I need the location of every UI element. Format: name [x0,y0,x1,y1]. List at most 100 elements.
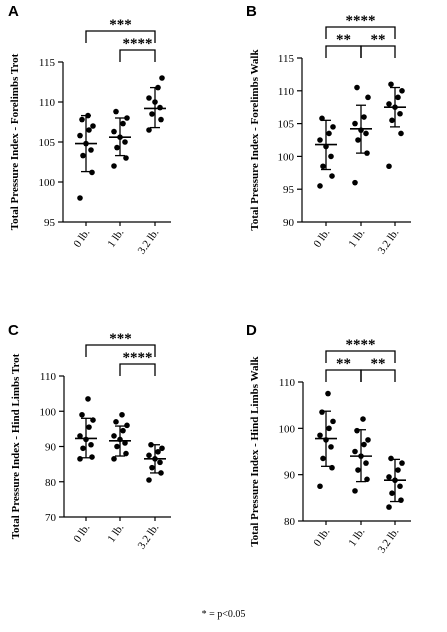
panel-b-y-axis-title: Total Pressure Index - Forelimbs Walk [249,49,261,231]
panel-d-chart: D 80 90 100 110 Total Pressure Index - Hind L… [246,322,411,556]
panel-d-data-point [325,390,331,397]
panel-b-data-point [389,117,395,124]
panel-d-y-axis-title: Total Pressure Index - Hind Limbs Walk [249,355,261,546]
panel-b-y-tick-label: 110 [278,86,295,98]
panel-d-data-point [354,427,360,434]
panel-a-data-point [122,139,128,145]
panel-b-significance-stars: **** [346,13,376,29]
panel-c-x-tick-label: 0 lb. [71,522,92,545]
panel-c-data-point [123,450,129,457]
panel-a-x-tick-label: 1 lb. [105,227,126,250]
panel-b-data-point [398,130,404,137]
panel-a-x-tick-label: 0 lb. [71,227,92,250]
panel-c-y-tick-label: 70 [45,512,57,524]
panel-a-data-point [157,104,163,111]
panel-d-x-tick-label: 3.2 lb. [376,526,402,556]
panel-d-significance-bracket [360,369,396,382]
panel-a-x-tick-label: 3.2 lb. [136,227,162,257]
panel-b-data-point [330,124,336,130]
panel-d-y-tick-label: 80 [284,516,296,528]
panel-b-data-point [352,120,358,127]
panel-c-y-axis-title: Total Pressure Index - Hind Limbs Trot [10,353,22,539]
panel-d-data-point [352,448,358,455]
panel-a-data-point [77,195,83,201]
panel-c-chart: C 70 80 90 100 110 Total Pressure Index - Hind… [8,322,171,552]
panel-d-data-point [389,490,395,497]
panel-c-x-tick-label: 1 lb. [105,522,126,545]
panel-a-data-point [114,144,120,151]
panel-b-significance-stars: ** [371,32,386,48]
panel-c-data-point [85,396,91,402]
panel-c-data-point [157,459,163,466]
panel-a-y-tick-label: 105 [39,137,56,149]
panel-b-significance-stars: ** [336,32,351,48]
panel-a-data-point [158,116,164,123]
panel-d-data-point [388,455,394,462]
panel-a-data-point [146,127,152,133]
panel-a-data-point [111,163,117,169]
panel-d-x-tick-label: 0 lb. [311,526,332,549]
panel-b-chart: B 90 95 100 105 110 115 Total Pressure Index - … [246,3,411,257]
panel-a-data-point [146,95,152,101]
panel-d-significance-stars: ** [336,356,351,372]
panel-c-data-point [77,433,83,439]
panel-a-data-point [124,115,130,121]
panel-c-y-tick-label: 110 [40,371,57,383]
panel-c-y-tick-label: 100 [40,406,57,418]
panel-d-letter: D [246,322,257,339]
panel-c-data-point [146,452,152,459]
panel-a-y-tick-label: 115 [39,57,56,69]
panel-a-data-point [80,152,86,159]
panel-b-y-tick-label: 105 [278,119,295,131]
panel-c-data-point [149,464,155,471]
panel-b-significance-bracket [360,45,396,58]
panel-b-data-point [326,130,332,137]
panel-a-data-point [113,108,119,115]
panel-a-data-point [77,132,83,139]
panel-d-significance-stars: **** [346,337,376,353]
panel-a-significance-bracket [85,30,156,43]
panel-b-y-tick-label: 115 [278,53,295,65]
panel-a-significance-stars: *** [109,17,132,33]
panel-a-significance-stars: **** [123,36,153,52]
panel-c-x-tick-label: 3.2 lb. [136,522,162,552]
panel-c-data-point [77,456,83,462]
panel-c-data-point [119,411,125,418]
panel-b-data-point [395,94,401,101]
panel-a-y-tick-label: 110 [39,97,56,109]
panel-d-data-point [364,476,370,483]
panel-d-y-tick-label: 100 [279,423,296,435]
panel-b-data-point [364,150,370,156]
panel-d-data-point [317,483,323,490]
panel-a-data-point [90,123,96,129]
panel-a-data-point [88,147,94,153]
panel-c-significance-bracket [85,344,156,357]
panel-b-x-tick-label: 0 lb. [311,227,332,250]
panel-c-data-point [159,445,165,452]
panel-c-data-point [158,470,164,476]
panel-c-data-point [90,417,96,423]
panel-b-data-point [397,110,403,117]
panel-c-data-point [155,448,161,455]
panel-d-y-tick-label: 90 [284,470,296,482]
panel-a-data-point [86,127,92,133]
panel-c-letter: C [8,322,19,339]
panel-b-data-point [386,163,392,170]
panel-c-data-point [111,456,117,462]
panel-b-data-point [320,163,326,170]
panel-d-data-point [363,460,369,466]
panel-d-data-point [397,483,403,490]
panel-c-data-point [146,477,152,483]
panel-b-significance-bracket [325,26,396,39]
panel-d-data-point [320,455,326,462]
panel-d-data-point [326,425,332,432]
panel-a-y-tick-label: 100 [39,177,56,189]
panel-b-y-tick-label: 100 [278,151,295,163]
panel-a-data-point [89,169,95,176]
panel-b-data-point [329,173,335,179]
panel-b-letter: B [246,3,257,20]
panel-a-data-point [123,155,129,161]
panel-d-data-point [360,416,366,422]
panel-d-data-point [399,460,405,466]
